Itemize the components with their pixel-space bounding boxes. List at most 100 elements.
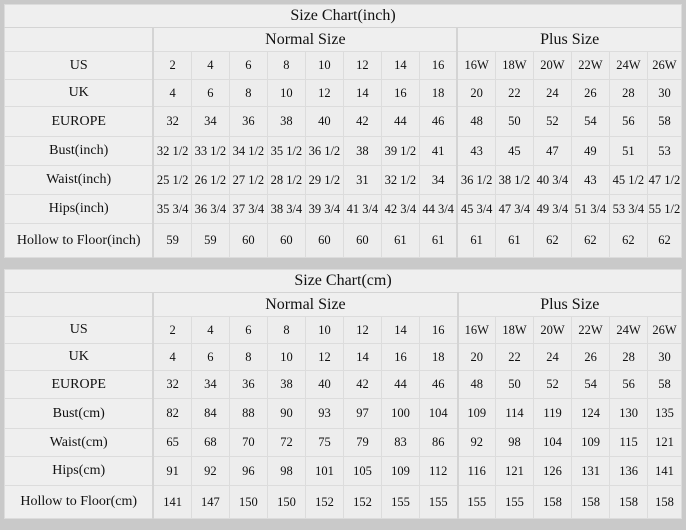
size-cell: 97 — [342, 398, 382, 429]
size-cell: 59 — [152, 223, 192, 258]
size-cell: 116 — [456, 456, 497, 486]
size-cell: 22W — [570, 51, 610, 80]
size-cell: 65 — [152, 428, 192, 457]
size-cell: 20W — [532, 51, 572, 80]
size-cell: 16 — [380, 343, 421, 371]
size-cell: 31 — [342, 165, 382, 195]
row-label: Hollow to Floor(cm) — [4, 485, 154, 519]
size-cell: 40 3/4 — [532, 165, 572, 195]
size-cell: 150 — [266, 485, 306, 519]
size-cell: 79 — [342, 428, 382, 457]
size-cell: 158 — [609, 485, 649, 519]
size-cell: 18 — [418, 343, 459, 371]
size-cell: 72 — [266, 428, 306, 457]
size-cell: 18W — [494, 51, 534, 80]
size-cell: 48 — [456, 106, 496, 137]
size-cell: 114 — [495, 398, 535, 429]
size-cell: 131 — [571, 456, 611, 486]
size-cell: 4 — [190, 51, 230, 80]
size-cell: 54 — [570, 106, 610, 137]
size-cell: 84 — [190, 398, 230, 429]
size-cell: 36 3/4 — [190, 194, 230, 224]
size-cell: 105 — [342, 456, 382, 486]
size-cell: 16 — [380, 79, 420, 107]
size-cell: 22 — [494, 79, 534, 107]
size-cell: 86 — [418, 428, 459, 457]
row-label: Waist(cm) — [4, 428, 154, 457]
size-cell: 98 — [266, 456, 306, 486]
size-cell: 61 — [418, 223, 458, 258]
size-cell: 30 — [647, 343, 682, 371]
size-cell: 20W — [533, 316, 573, 344]
row-label: US — [4, 316, 154, 344]
size-cell: 34 1/2 — [228, 136, 268, 166]
size-cell: 10 — [304, 316, 344, 344]
size-cell: 126 — [533, 456, 573, 486]
normal-size-header: Normal Size — [152, 27, 458, 52]
size-cell: 70 — [228, 428, 268, 457]
size-cell: 32 1/2 — [380, 165, 420, 195]
row-label: EUROPE — [4, 106, 154, 137]
size-cell: 14 — [342, 79, 382, 107]
size-cell: 104 — [533, 428, 573, 457]
size-cell: 24W — [608, 51, 648, 80]
size-cell: 45 — [494, 136, 534, 166]
size-cell: 39 3/4 — [304, 194, 344, 224]
size-cell: 124 — [571, 398, 611, 429]
size-cell: 61 — [494, 223, 534, 258]
size-cell: 16W — [456, 316, 497, 344]
size-cell: 56 — [608, 106, 648, 137]
size-cell: 45 1/2 — [608, 165, 648, 195]
size-cell: 41 3/4 — [342, 194, 382, 224]
row-label: UK — [4, 343, 154, 371]
size-cell: 62 — [608, 223, 648, 258]
size-cell: 42 — [342, 370, 382, 399]
size-cell: 39 1/2 — [380, 136, 420, 166]
size-cell: 34 — [190, 106, 230, 137]
size-cell: 147 — [190, 485, 230, 519]
size-cell: 33 1/2 — [190, 136, 230, 166]
plus-size-header: Plus Size — [456, 292, 682, 317]
row-label: Waist(inch) — [4, 165, 154, 195]
row-label: Hollow to Floor(inch) — [4, 223, 154, 258]
size-cell: 60 — [266, 223, 306, 258]
size-cell: 109 — [456, 398, 497, 429]
size-cell: 36 1/2 — [456, 165, 496, 195]
size-cell: 44 — [380, 106, 420, 137]
size-cell: 30 — [646, 79, 683, 107]
table-row: Waist(inch) 25 1/2 26 1/2 27 1/2 28 1/2 29 1/… — [4, 165, 683, 195]
size-cell: 16 — [418, 51, 458, 80]
size-cell: 16W — [456, 51, 496, 80]
size-cell: 90 — [266, 398, 306, 429]
size-cell: 24 — [533, 343, 573, 371]
size-cell: 27 1/2 — [228, 165, 268, 195]
size-cell: 6 — [190, 79, 230, 107]
size-cell: 60 — [304, 223, 344, 258]
size-cell: 12 — [342, 51, 382, 80]
size-cell: 18 — [418, 79, 458, 107]
size-cell: 20 — [456, 343, 497, 371]
size-cell: 34 — [418, 165, 458, 195]
table-row: Bust(inch) 32 1/2 33 1/2 34 1/2 35 1/2 36 1/2… — [4, 136, 683, 166]
size-cell: 62 — [646, 223, 683, 258]
table-row: Hips(cm) 91 92 96 98 101 105 109 112 116 121 126 131… — [4, 456, 682, 486]
size-cell: 56 — [609, 370, 649, 399]
size-cell: 38 — [266, 370, 306, 399]
size-cell: 10 — [304, 51, 344, 80]
size-cell: 155 — [380, 485, 421, 519]
size-cell: 38 3/4 — [266, 194, 306, 224]
size-cell: 35 3/4 — [152, 194, 192, 224]
size-cell: 12 — [304, 79, 344, 107]
size-cell: 8 — [228, 343, 268, 371]
size-cell: 38 — [266, 106, 306, 137]
size-cell: 155 — [456, 485, 497, 519]
size-cell: 119 — [533, 398, 573, 429]
size-cell: 26W — [647, 316, 682, 344]
table-row: UK 4 6 8 10 12 14 16 18 20 22 24 26 28 30 — [4, 343, 682, 371]
size-cell: 82 — [152, 398, 192, 429]
row-label: Bust(cm) — [4, 398, 154, 429]
row-label: Hips(inch) — [4, 194, 154, 224]
size-cell: 109 — [380, 456, 421, 486]
size-cell: 135 — [647, 398, 682, 429]
size-cell: 44 3/4 — [418, 194, 458, 224]
